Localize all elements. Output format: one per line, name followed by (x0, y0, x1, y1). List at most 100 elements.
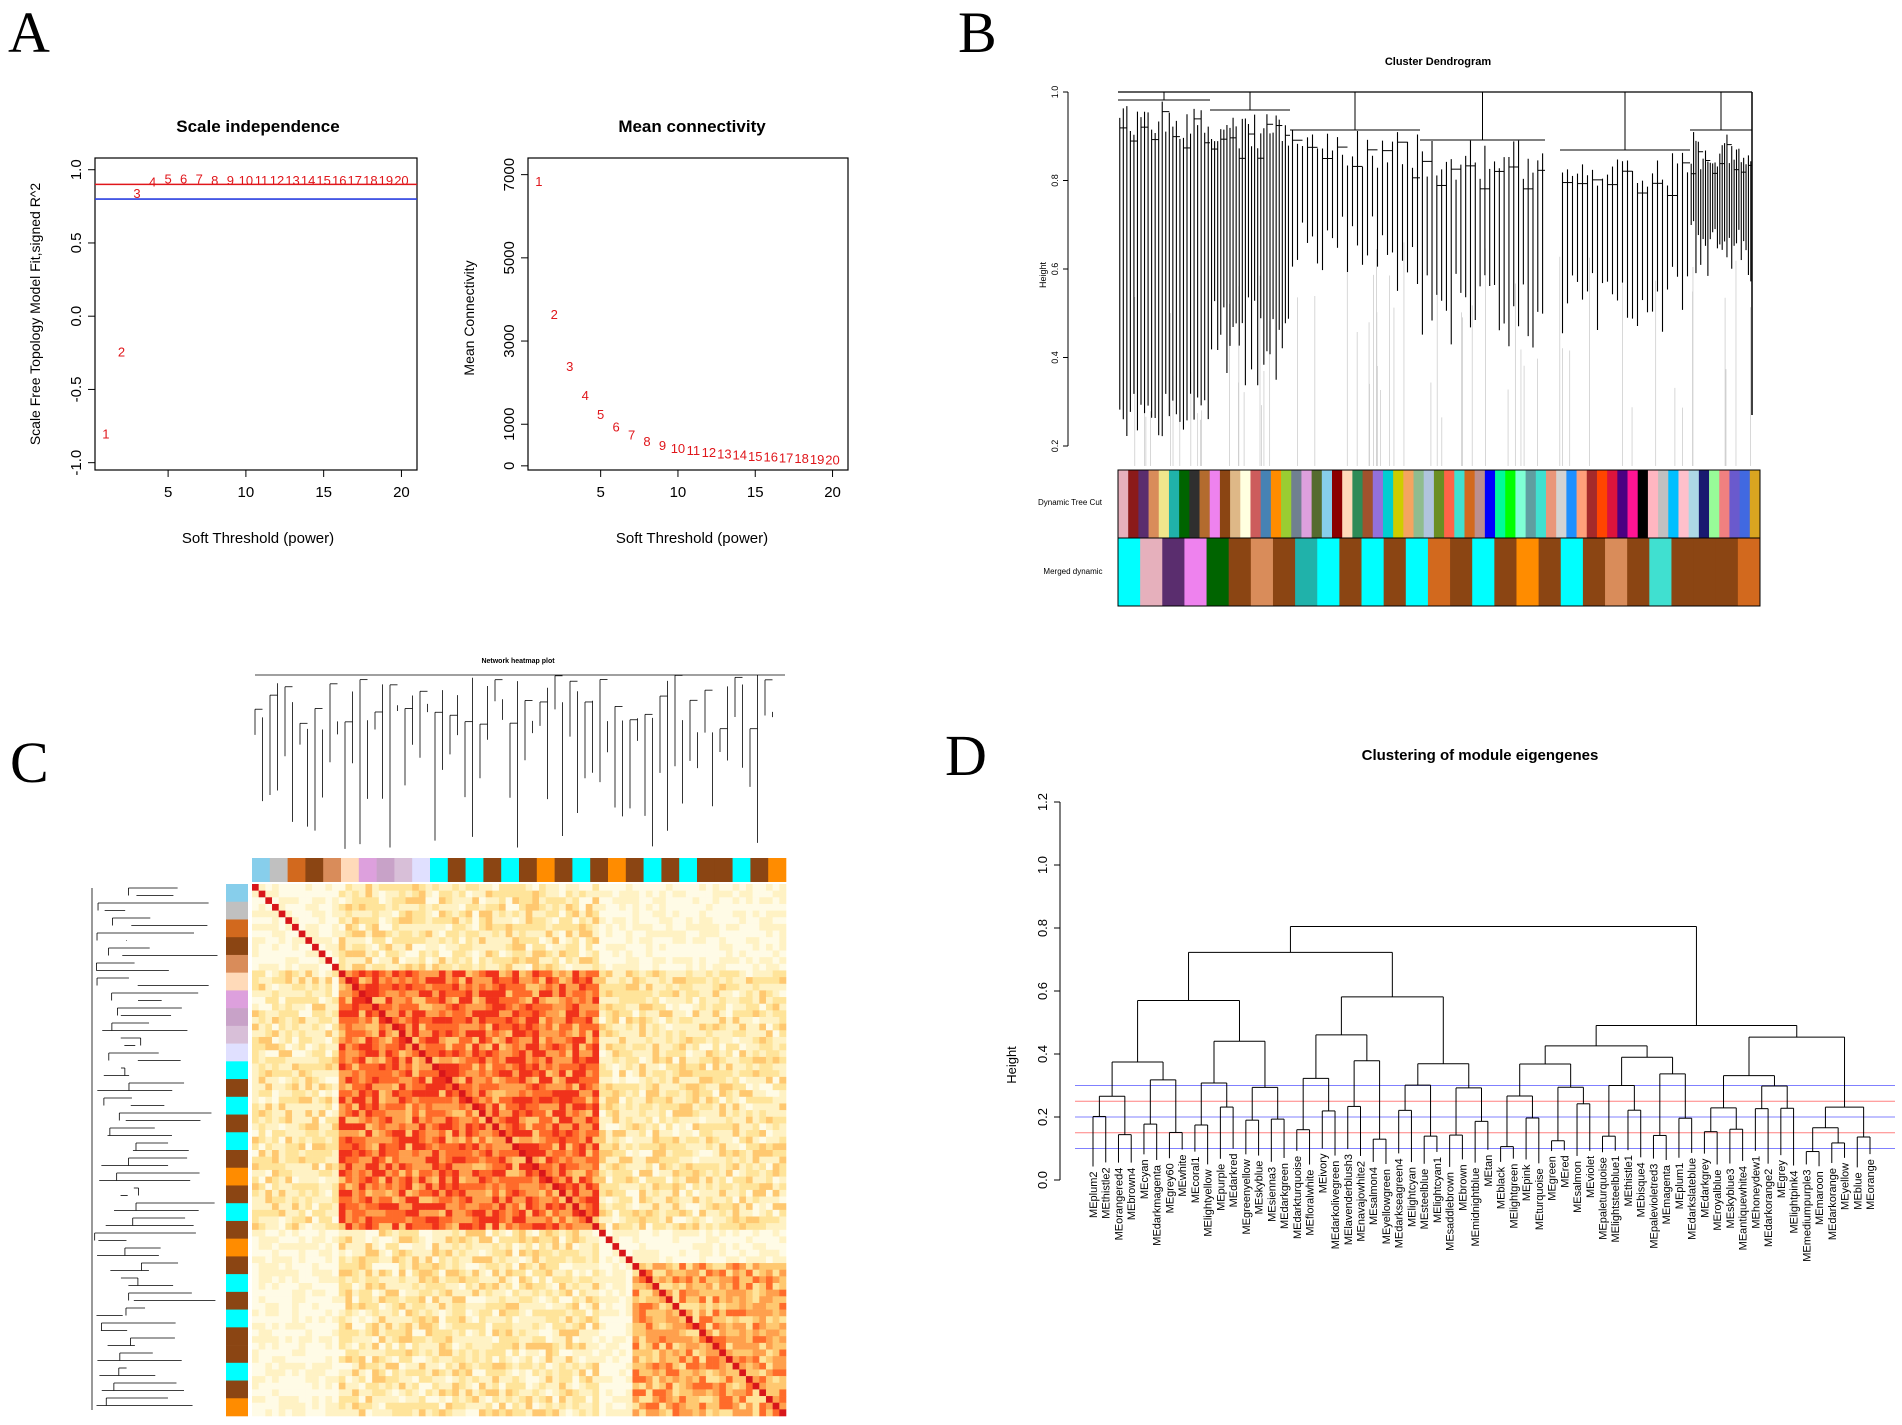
heatmap-cell (519, 1090, 526, 1098)
heatmap-cell (645, 1176, 653, 1184)
heatmap-cell (478, 1229, 486, 1237)
heatmap-cell (632, 970, 640, 978)
heatmap-cell (398, 950, 406, 958)
heatmap-cell (685, 1189, 693, 1197)
heatmap-cell (519, 937, 526, 945)
heatmap-cell (272, 1090, 279, 1098)
heatmap-cell (405, 1203, 413, 1211)
heatmap-cell (485, 1070, 493, 1078)
heatmap-cell (492, 943, 500, 951)
heatmap-cell (445, 1017, 453, 1024)
y-tick-label: 0.4 (1050, 351, 1060, 364)
heatmap-cell (352, 1156, 360, 1164)
heatmap-cell (539, 930, 546, 938)
heatmap-cell (272, 897, 279, 905)
heatmap-cell (532, 1030, 540, 1038)
heatmap-cell (559, 923, 567, 931)
heatmap-cell (258, 1103, 266, 1111)
heatmap-cell (645, 977, 653, 985)
heatmap-cell (592, 1203, 600, 1211)
heatmap-cell (365, 1196, 373, 1204)
heatmap-cell (478, 957, 486, 965)
heatmap-cell (385, 1036, 393, 1044)
heatmap-cell (498, 1136, 506, 1144)
heatmap-cell (519, 1036, 526, 1044)
heatmap-cell (278, 1136, 286, 1144)
heatmap-cell (312, 1023, 320, 1031)
heatmap-cell (599, 910, 607, 918)
heatmap-cell (665, 1223, 673, 1231)
heatmap-cell (485, 1110, 493, 1118)
heatmap-cell (478, 1223, 486, 1231)
heatmap-cell (592, 903, 600, 911)
heatmap-cell (765, 1123, 773, 1131)
heatmap-cell (472, 983, 480, 991)
heatmap-cell (332, 1036, 340, 1044)
heatmap-cell (498, 1063, 506, 1071)
heatmap-cell (619, 1050, 627, 1058)
heatmap-cell (438, 957, 446, 965)
heatmap-cell (572, 1083, 580, 1091)
heatmap-cell (338, 1223, 346, 1231)
heatmap-cell (605, 1070, 613, 1078)
heatmap-cell (645, 1103, 653, 1111)
heatmap-cell (545, 1050, 553, 1058)
heatmap-cell (659, 1176, 667, 1184)
heatmap-cell (645, 1203, 653, 1211)
heatmap-cell (585, 1076, 593, 1084)
heatmap-cell (579, 1096, 587, 1104)
heatmap-cell (545, 997, 553, 1004)
heatmap-cell (699, 1229, 707, 1237)
heatmap-cell (719, 1249, 727, 1257)
heatmap-cell (465, 990, 473, 998)
heatmap-cell (505, 1156, 513, 1164)
heatmap-cell (498, 1163, 506, 1171)
heatmap-cell (478, 1203, 486, 1211)
heatmap-cell (552, 910, 560, 918)
heatmap-cell (552, 1223, 560, 1231)
heatmap-cell (645, 1056, 653, 1064)
heatmap-cell (312, 1229, 320, 1237)
heatmap-cell (652, 897, 660, 905)
heatmap-cell (532, 1096, 540, 1104)
heatmap-cell (372, 1183, 380, 1191)
heatmap-cell (412, 1229, 420, 1237)
heatmap-cell (572, 1036, 580, 1044)
heatmap-cell (365, 1123, 373, 1131)
heatmap-cell (692, 1083, 700, 1091)
heatmap-cell (605, 1036, 613, 1044)
heatmap-cell (599, 963, 607, 971)
heatmap-cell (712, 937, 720, 945)
heatmap-cell (318, 1110, 326, 1118)
heatmap-cell (265, 1116, 273, 1124)
heatmap-cell (619, 1229, 627, 1237)
heatmap-cell (458, 1243, 466, 1251)
heatmap-cell (745, 917, 753, 925)
heatmap-cell (525, 963, 533, 971)
heatmap-cell (512, 1010, 520, 1018)
heatmap-cell (292, 1110, 300, 1118)
heatmap-cell (252, 930, 259, 938)
heatmap-cell (705, 1183, 713, 1191)
heatmap-cell (405, 957, 413, 965)
heatmap-cell (579, 1236, 587, 1244)
heatmap-cell (732, 1176, 740, 1184)
heatmap-cell (639, 970, 647, 978)
heatmap-cell (505, 1003, 513, 1011)
heatmap-cell (358, 937, 366, 945)
heatmap-cell (278, 1070, 286, 1078)
heatmap-cell (712, 1110, 720, 1118)
heatmap-cell (418, 1183, 426, 1191)
heatmap-cell (532, 1130, 540, 1137)
heatmap-cell (672, 910, 680, 918)
heatmap-cell (699, 997, 707, 1004)
heatmap-cell (765, 930, 773, 938)
heatmap-cell (612, 1003, 620, 1011)
heatmap-cell (545, 1110, 553, 1118)
heatmap-cell (338, 1169, 346, 1177)
heatmap-cell (645, 1183, 653, 1191)
heatmap-cell (432, 930, 440, 938)
heatmap-cell (719, 1223, 727, 1231)
heatmap-cell (405, 1090, 413, 1098)
heatmap-cell (639, 950, 647, 958)
